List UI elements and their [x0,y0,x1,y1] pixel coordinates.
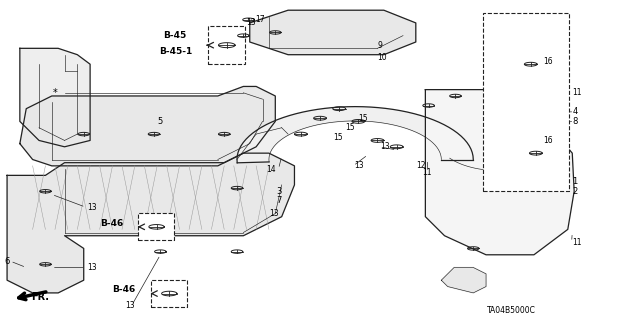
Text: 11: 11 [572,88,582,97]
Bar [208,26,244,64]
Polygon shape [426,90,574,255]
Bar [483,13,569,191]
Polygon shape [20,86,275,166]
Polygon shape [7,153,294,293]
Text: 1: 1 [572,177,577,186]
Polygon shape [442,268,486,293]
Text: 6: 6 [4,257,9,266]
Text: 13: 13 [269,209,278,218]
Polygon shape [20,48,90,147]
Text: 8: 8 [572,117,578,126]
Text: *: * [52,88,58,98]
Text: 12: 12 [416,161,426,170]
Text: 13: 13 [125,301,135,310]
Bar [138,213,174,241]
Text: 15: 15 [333,133,342,142]
Text: 4: 4 [572,108,577,116]
Text: 13: 13 [381,142,390,151]
Bar [151,280,187,307]
Text: 13: 13 [87,263,97,272]
Text: B-46: B-46 [113,285,136,294]
Text: 17: 17 [255,15,264,24]
Text: B-46: B-46 [100,219,123,227]
Text: FR.: FR. [31,292,49,302]
Text: 13: 13 [87,203,97,211]
Polygon shape [495,23,556,185]
Text: 16: 16 [543,136,553,145]
Text: 3: 3 [276,187,282,196]
Text: B-45: B-45 [164,31,187,40]
Text: 14: 14 [266,165,275,174]
Text: 2: 2 [572,187,577,196]
Text: 5: 5 [157,117,163,126]
Polygon shape [237,107,473,163]
Text: 11: 11 [572,238,582,247]
Text: 9: 9 [378,41,382,50]
Text: 15: 15 [358,114,368,123]
Text: 15: 15 [346,123,355,132]
Text: 11: 11 [422,168,431,177]
Text: B-45-1: B-45-1 [159,47,192,56]
Text: 13: 13 [246,19,256,27]
Polygon shape [250,10,416,55]
Text: 13: 13 [354,161,364,170]
Text: 10: 10 [378,53,387,62]
Text: TA04B5000C: TA04B5000C [487,306,536,315]
Text: 7: 7 [276,196,282,205]
Text: 16: 16 [543,56,553,65]
